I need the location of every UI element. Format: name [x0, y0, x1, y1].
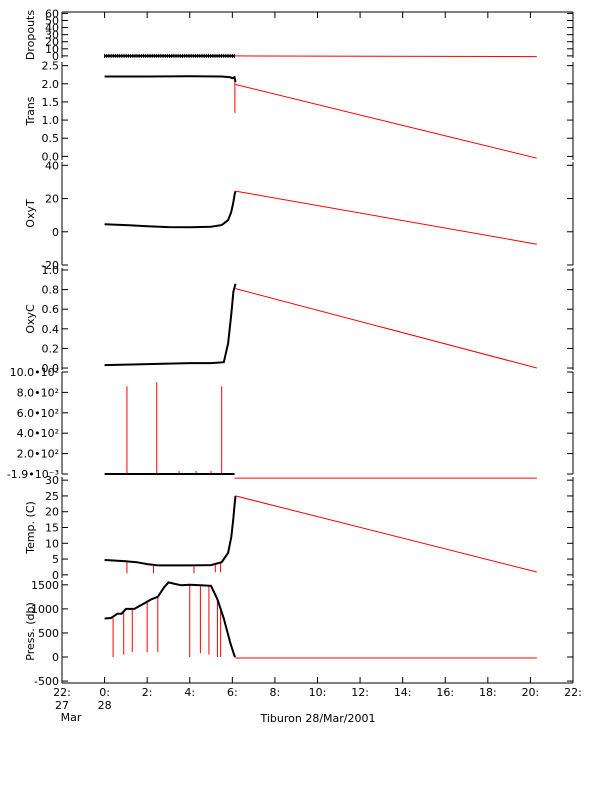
x-tick-label: 18: [479, 686, 497, 699]
x-tick-label: 16: [436, 686, 454, 699]
y-axis-label: OxyT [24, 199, 37, 228]
y-tick-label: -20 [41, 259, 59, 272]
y-tick-label: 10 [45, 537, 59, 550]
y-tick-label: 20 [45, 506, 59, 519]
x-date-label: Mar [61, 711, 82, 724]
panels-group: 0102030405060Dropouts0.00.51.01.52.02.5T… [7, 7, 574, 688]
panel-5: 0 5 10 15 20 25 30 Temp. (C) [24, 474, 574, 582]
panel-2: -20 0 20 40 OxyT [24, 159, 574, 272]
y-tick-label: 0.2 [42, 342, 60, 355]
x-tick-label: 6: [227, 686, 238, 699]
y-tick-label: 60 [45, 7, 59, 20]
y-tick-label: 20 [45, 36, 59, 49]
y-tick-label: 8.0•10² [17, 386, 59, 399]
x-date-label: 27 [55, 699, 69, 712]
raw-series-line [104, 495, 237, 567]
y-tick-label: 0.0 [42, 150, 60, 163]
y-tick-label: 0 [52, 50, 59, 63]
y-tick-label: 4.0•10² [17, 427, 59, 440]
x-tick-label: 22: [53, 686, 71, 699]
panel-1: 0.0 0.5 1.0 1.5 2.0 2.5 Trans [24, 60, 574, 163]
y-tick-label: 1500 [31, 579, 59, 592]
y-tick-label: 0.5 [42, 132, 60, 145]
x-tick-label: 2: [142, 686, 153, 699]
fit-series-line [235, 495, 537, 573]
y-tick-label: 0.0 [42, 362, 60, 375]
panel-6: -500 0 500 1000 1500 Press. (db) [24, 579, 574, 688]
y-tick-label: 5 [52, 553, 59, 566]
y-tick-label: 2.5 [42, 60, 60, 73]
y-tick-label: 40 [45, 159, 59, 172]
chart-caption: Tiburon 28/Mar/2001 [259, 712, 375, 725]
x-tick-label: 14: [394, 686, 412, 699]
x-tick-label: 22: [564, 686, 582, 699]
x-tick-label: 4: [184, 686, 195, 699]
y-tick-label: 10.0•10² [10, 366, 59, 379]
y-tick-label: 20 [45, 193, 59, 206]
fit-series-line [235, 84, 537, 159]
x-tick-label: 12: [351, 686, 369, 699]
y-tick-label: 1.5 [42, 96, 60, 109]
y-tick-label: 2.0•10² [17, 448, 59, 461]
raw-series-line [104, 283, 237, 367]
y-tick-label: 25 [45, 490, 59, 503]
y-tick-label: 0.6 [42, 303, 60, 316]
y-tick-label: 15 [45, 522, 59, 535]
y-tick-label: 0 [52, 226, 59, 239]
y-axis-label: Trans [24, 96, 37, 126]
raw-series-line [104, 190, 237, 229]
raw-series-line [104, 75, 237, 83]
fit-series-line [235, 190, 537, 245]
y-tick-label: 30 [45, 474, 59, 487]
y-tick-label: 30 [45, 29, 59, 42]
x-tick-label: 20: [522, 686, 540, 699]
y-tick-label: -1.9•10⁻³ [7, 468, 59, 481]
y-tick-label: 1000 [31, 603, 59, 616]
y-tick-label: 1.0 [42, 264, 60, 277]
y-tick-label: 50 [45, 14, 59, 27]
y-axis-label: Press. (db) [24, 602, 37, 661]
x-date-label: 28 [98, 699, 112, 712]
y-axis-label: OxyC [24, 304, 37, 334]
y-tick-label: 0 [52, 651, 59, 664]
raw-series-line [104, 581, 237, 658]
y-axis-label: Dropouts [24, 10, 37, 60]
y-tick-label: 2.0 [42, 78, 60, 91]
fit-series-line [235, 288, 537, 369]
y-tick-label: 1.0 [42, 114, 60, 127]
x-axis: 22: 0: 2: 4: 6: 8: 10: 12: 14: 16: 18: 20: 22:27Mar2… [53, 11, 582, 724]
panel-4: -1.9•10⁻³ 2.0•10² 4.0•10² 6.0•10² 8.0•10² 10.… [7, 366, 574, 481]
y-axis-label: Temp. (C) [24, 501, 37, 555]
y-tick-label: 6.0•10² [17, 407, 59, 420]
panel-3: 0.0 0.2 0.4 0.6 0.8 1.0 OxyC [24, 264, 574, 375]
y-tick-label: 500 [38, 627, 59, 640]
x-tick-label: 0: [99, 686, 110, 699]
y-tick-label: 0 [52, 569, 59, 582]
y-tick-label: 0.4 [42, 323, 60, 336]
fit-series-line [234, 55, 537, 58]
y-tick-label: 10 [45, 43, 59, 56]
y-tick-label: 40 [45, 22, 59, 35]
y-tick-label: 0.8 [42, 284, 60, 297]
y-tick-label: -500 [34, 675, 59, 688]
x-tick-label: 8: [270, 686, 281, 699]
x-tick-label: 10: [309, 686, 327, 699]
